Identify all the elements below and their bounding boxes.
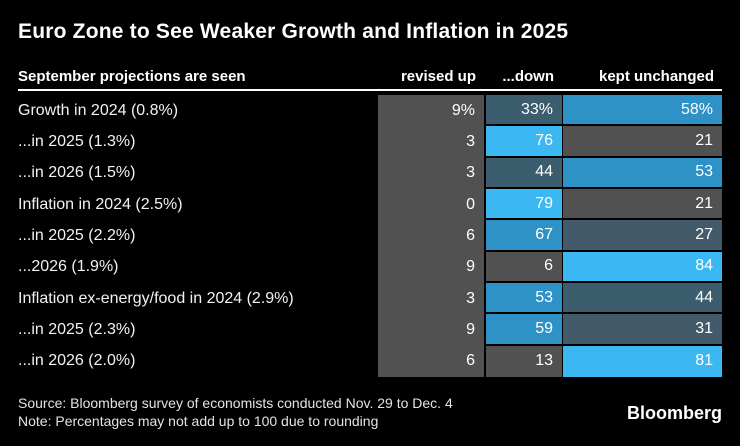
heatmap-cell: 27 [562,220,722,252]
table-row: ...in 2025 (2.2%) 6 67 27 [18,220,722,252]
heatmap-cell: 9 [378,251,484,283]
heatmap-cell: 0 [378,188,484,221]
heatmap-cell: 84 [562,251,722,283]
heatmap-cell: 31 [562,314,722,346]
header-divider-line [18,89,722,91]
row-label: Inflation ex-energy/food in 2024 (2.9%) [18,289,294,307]
table-row: ...in 2025 (1.3%) 3 76 21 [18,126,722,158]
heatmap-cell: 53 [484,282,562,315]
heatmap-cell: 44 [484,157,562,189]
row-label: ...in 2025 (2.3%) [18,320,136,338]
table-row: ...in 2026 (1.5%) 3 44 53 [18,157,722,189]
table-row: ...2026 (1.9%) 9 6 84 [18,251,722,283]
bloomberg-logo: Bloomberg [626,403,722,423]
table-row: Growth in 2024 (0.8%) 9% 33% 58% [18,95,722,127]
heatmap-cell: 58% [562,95,722,127]
heatmap-cell: 79 [484,188,562,221]
heatmap-table: Growth in 2024 (0.8%) 9% 33% 58% ...in 2025 … [18,95,722,377]
footer: Source: Bloomberg survey of economists c… [18,394,453,430]
row-label: ...in 2025 (2.2%) [18,226,136,244]
heatmap-cell: 53 [562,157,722,189]
heatmap-cell: 76 [484,126,562,158]
row-label: ...in 2026 (2.0%) [18,352,136,370]
row-label: ...in 2025 (1.3%) [18,132,136,150]
header-col-revised-up: revised up [400,67,476,85]
table-row: ...in 2026 (2.0%) 6 13 81 [18,345,722,377]
heatmap-cell: 6 [484,251,562,283]
heatmap-cell: 81 [562,345,722,377]
header-projections-label: September projections are seen [18,67,246,85]
source-text: Source: Bloomberg survey of economists c… [18,395,453,411]
row-label: Inflation in 2024 (2.5%) [18,195,183,213]
header-col-down: ...down [502,67,554,85]
heatmap-cell: 21 [562,126,722,158]
heatmap-cell: 9 [378,314,484,346]
heatmap-cell: 3 [378,157,484,189]
table-row: Inflation ex-energy/food in 2024 (2.9%) 3… [18,282,722,315]
note-text: Note: Percentages may not add up to 100 … [18,413,379,429]
row-label: ...2026 (1.9%) [18,258,119,276]
row-label: ...in 2026 (1.5%) [18,164,136,182]
row-label: Growth in 2024 (0.8%) [18,101,179,119]
heatmap-cell: 44 [562,282,722,315]
heatmap-cell: 13 [484,345,562,377]
heatmap-cell: 6 [378,345,484,377]
heatmap-cell: 3 [378,126,484,158]
heatmap-cell: 3 [378,282,484,315]
heatmap-cell: 21 [562,188,722,221]
heatmap-cell: 59 [484,314,562,346]
header-col-kept-unchanged: kept unchanged [598,67,714,85]
table-header: September projections are seen revised u… [18,64,722,88]
heatmap-cell: 67 [484,220,562,252]
heatmap-cell: 9% [378,95,484,127]
chart-title: Euro Zone to See Weaker Growth and Infla… [18,20,569,43]
table-row: Inflation in 2024 (2.5%) 0 79 21 [18,188,722,221]
table-row: ...in 2025 (2.3%) 9 59 31 [18,314,722,346]
heatmap-cell: 33% [484,95,562,127]
heatmap-cell: 6 [378,220,484,252]
